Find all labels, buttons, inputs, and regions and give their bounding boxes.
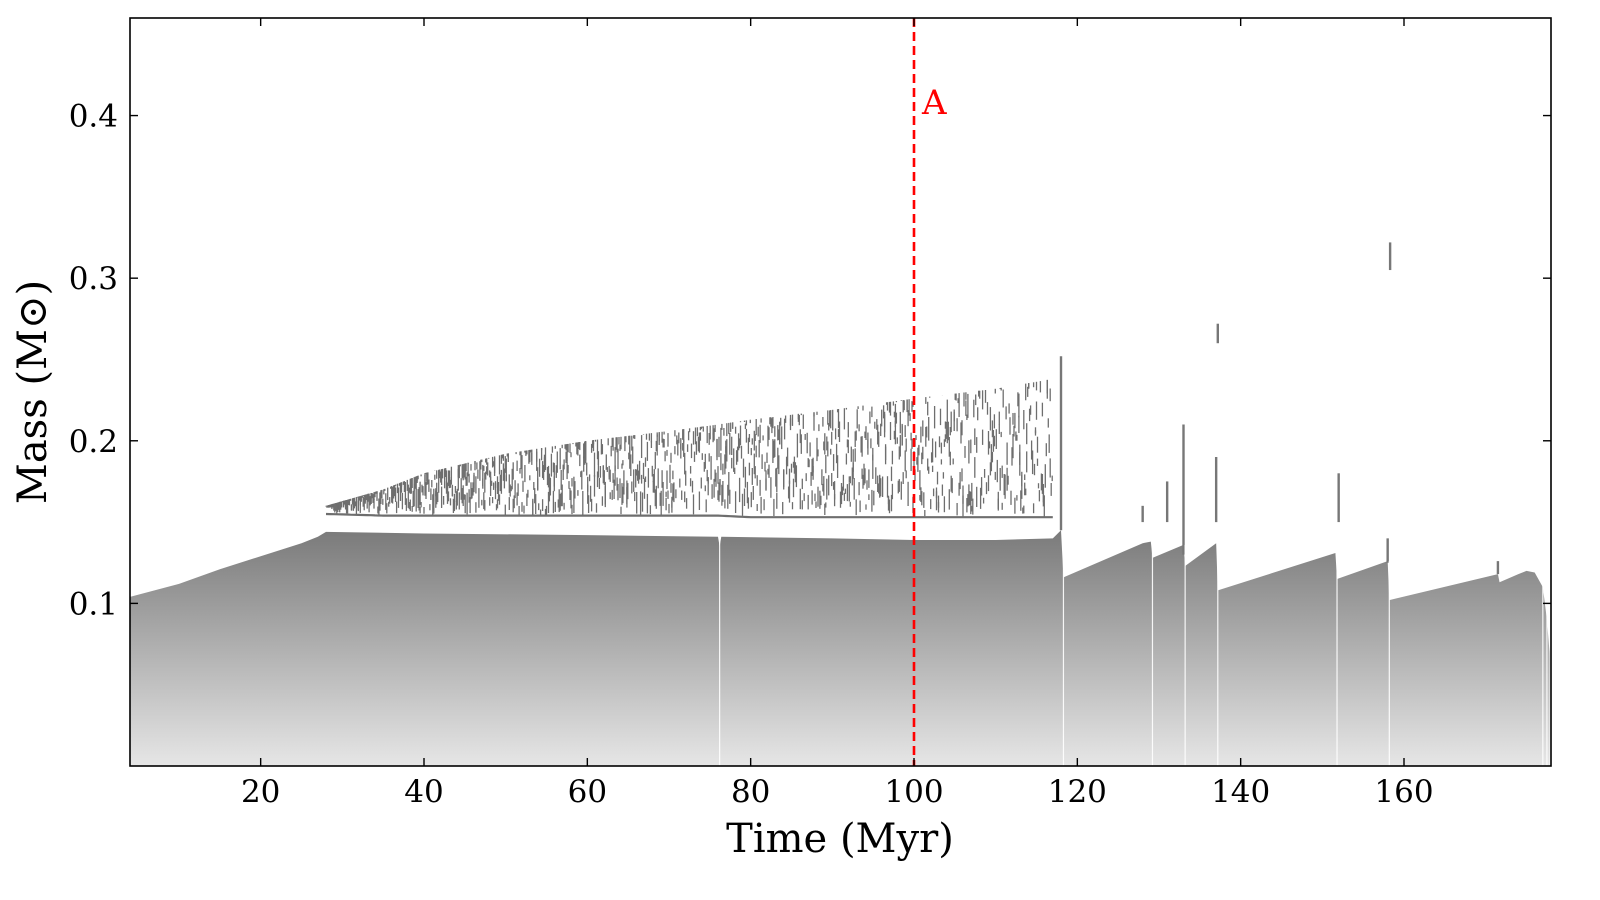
spike-features — [1059, 242, 1500, 575]
plot-area — [130, 242, 1551, 766]
y-axis-label: Mass (M⊙) — [10, 280, 56, 504]
plot-frame — [129, 17, 1552, 767]
x-tick-label: 20 — [241, 774, 280, 810]
annotations: A — [912, 18, 947, 766]
y-tick-label: 0.1 — [69, 586, 118, 622]
x-tick-label: 120 — [1048, 774, 1107, 810]
y-tick-label: 0.4 — [69, 99, 118, 135]
upper-zone-base — [325, 512, 1053, 519]
marker-label-a: A — [921, 83, 947, 123]
x-tick-label: 80 — [731, 774, 770, 810]
x-tick-label: 140 — [1211, 774, 1270, 810]
x-axis-label: Time (Myr) — [726, 816, 954, 862]
x-axis-ticks: 20 40 60 80 100 120 140 160 — [241, 18, 1434, 810]
x-tick-label: 160 — [1374, 774, 1433, 810]
y-axis-ticks: 0.1 0.2 0.3 0.4 — [69, 99, 1551, 622]
lower-mass-region — [130, 530, 1551, 766]
y-tick-label: 0.3 — [69, 261, 118, 297]
x-tick-label: 100 — [884, 774, 943, 810]
x-tick-label: 40 — [404, 774, 443, 810]
upper-convective-zone — [325, 379, 1053, 519]
x-tick-label: 60 — [568, 774, 607, 810]
y-tick-label: 0.2 — [69, 424, 118, 460]
